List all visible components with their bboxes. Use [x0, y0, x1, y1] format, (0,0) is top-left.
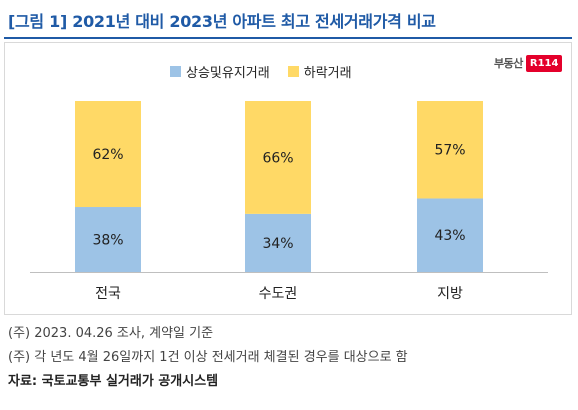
title-underline [4, 37, 572, 39]
category-label-1: 수도권 [259, 286, 298, 302]
logo-badge: R114 [525, 54, 563, 72]
footnotes: (주) 2023. 04.26 조사, 계약일 기준 (주) 각 년도 4월 2… [8, 322, 408, 394]
bar-fall-2 [417, 101, 483, 199]
legend-label-rise: 상승및유지거래 [186, 66, 270, 81]
legend-item-rise: 상승및유지거래 [170, 62, 270, 81]
category-label-0: 전국 [95, 286, 121, 302]
category-label-2: 지방 [437, 286, 463, 302]
data-label-fall-0: 62% [92, 147, 123, 163]
bar-rise-2 [417, 198, 483, 272]
bar-rise-1 [245, 213, 311, 272]
data-label-fall-2: 57% [434, 143, 465, 159]
data-label-fall-1: 66% [262, 150, 293, 166]
bar-rise-0 [75, 207, 141, 272]
data-label-rise-0: 38% [92, 233, 123, 249]
logo-text: 부동산 [494, 57, 523, 70]
data-source: 자료: 국토교통부 실거래가 공개시스템 [8, 374, 219, 389]
brand-logo: 부동산 R114 [494, 52, 563, 74]
data-label-rise-1: 34% [262, 236, 293, 252]
chart-title: [그림 1] 2021년 대비 2023년 아파트 최고 전세거래가격 비교 [8, 12, 436, 31]
legend-swatch-fall [287, 66, 299, 77]
legend-item-fall: 하락거래 [287, 62, 352, 81]
footnote-survey: (주) 2023. 04.26 조사, 계약일 기준 [8, 326, 214, 341]
data-label-rise-2: 43% [434, 228, 465, 244]
bar-fall-1 [245, 101, 311, 214]
bar-fall-0 [75, 101, 141, 208]
legend-swatch-rise [170, 66, 181, 77]
chart-legend: 상승및유지거래 하락거래 [170, 62, 352, 81]
footnote-criteria: (주) 각 년도 4월 26일까지 1건 이상 전세거래 체결된 경우를 대상으… [8, 350, 408, 365]
legend-label-fall: 하락거래 [303, 66, 352, 81]
